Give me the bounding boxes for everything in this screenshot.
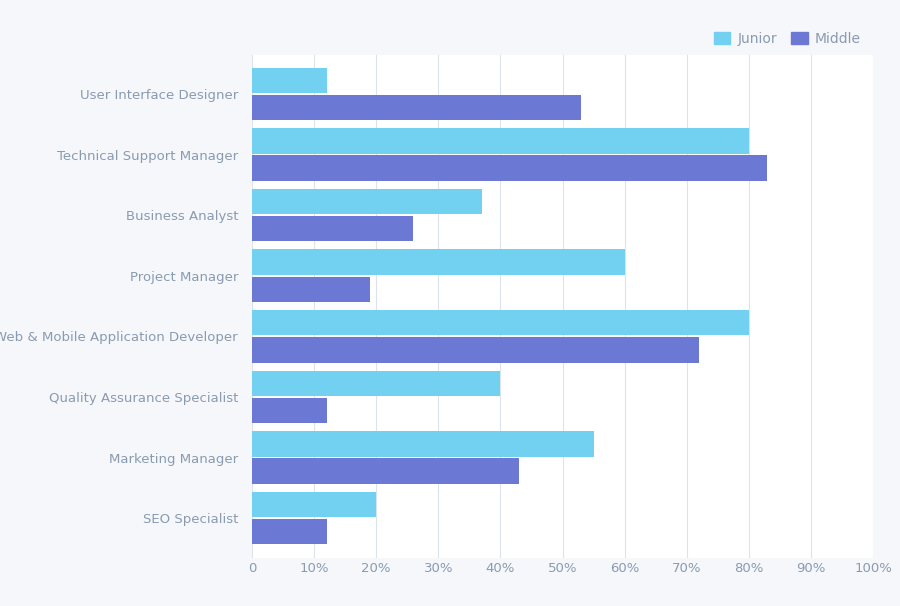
Bar (252, 398, 327, 424)
Bar (252, 276, 370, 302)
Bar (252, 250, 625, 275)
Bar (252, 459, 519, 484)
Bar (252, 492, 376, 518)
Bar (252, 519, 327, 545)
Bar (252, 371, 500, 396)
Bar (252, 68, 327, 93)
Bar (252, 431, 594, 457)
Bar (252, 95, 581, 120)
Bar (252, 310, 749, 336)
Bar (252, 155, 768, 181)
Bar (252, 337, 699, 362)
Bar (252, 128, 749, 153)
Legend: Junior, Middle: Junior, Middle (708, 26, 866, 52)
Bar (252, 189, 482, 215)
Bar (252, 216, 413, 241)
